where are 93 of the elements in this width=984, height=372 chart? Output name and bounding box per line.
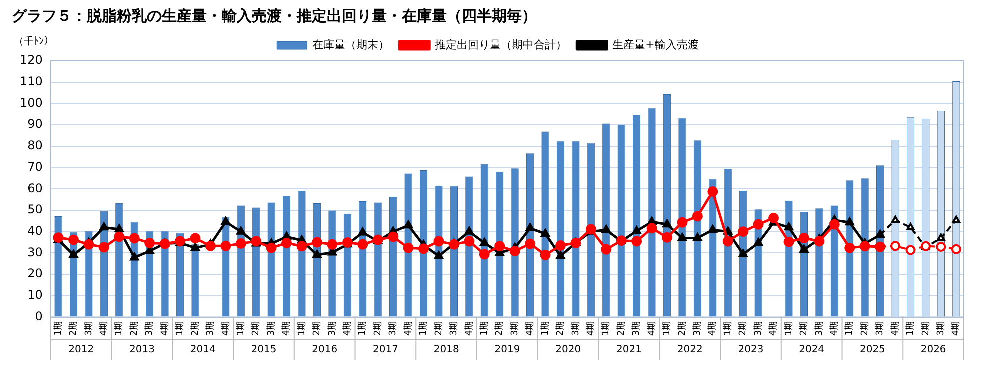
x-tick-label: 1期 <box>52 321 64 336</box>
x-tick-label: 4期 <box>890 321 901 336</box>
x-tick-label: 1期 <box>905 321 916 336</box>
x-tick-label: 3期 <box>144 321 156 336</box>
legend-label: 生産量+輸入売渡 <box>612 38 699 52</box>
text: 2014 <box>190 344 216 356</box>
y-tick-label: 120 <box>20 53 43 68</box>
legend-label: 在庫量（期末） <box>312 38 390 52</box>
x-tick-label: 4期 <box>342 321 354 336</box>
x-tick-label: 1期 <box>478 321 490 336</box>
y-tick-label: 50 <box>28 202 43 217</box>
y-tick-label: 0 <box>35 309 43 324</box>
x-tick-label: 3期 <box>326 321 338 336</box>
x-tick-label: 3期 <box>509 321 520 336</box>
x-tick-label: 3期 <box>814 321 825 336</box>
x-tick-label: 1期 <box>418 321 430 336</box>
y-tick-label: 100 <box>20 96 43 110</box>
text: 2016 <box>312 344 338 356</box>
x-tick-label: 4期 <box>585 321 596 336</box>
x-tick-label: 1期 <box>235 321 246 336</box>
y-tick-label: 90 <box>28 117 43 132</box>
y-tick-label: 30 <box>28 245 43 260</box>
x-tick-label: 4期 <box>707 321 718 336</box>
x-tick-label: 3期 <box>266 321 277 336</box>
x-tick-label: 2期 <box>920 321 932 336</box>
x-tick-label: 1期 <box>844 321 856 336</box>
x-tick-label: 2期 <box>433 321 444 336</box>
x-tick-label: 1期 <box>357 321 368 336</box>
text: 2015 <box>251 344 277 356</box>
x-tick-label: 2期 <box>372 321 384 336</box>
x-tick-label: 1期 <box>722 321 734 336</box>
y-tick-label: 10 <box>28 288 43 302</box>
text: 2021 <box>616 344 642 356</box>
text: 2025 <box>860 344 886 356</box>
x-tick-label: 3期 <box>752 321 764 336</box>
x-tick-label: 4期 <box>220 321 232 336</box>
x-tick-label: 4期 <box>464 321 475 336</box>
text: 2023 <box>738 344 764 356</box>
x-tick-label: 3期 <box>83 321 94 336</box>
x-tick-label: 4期 <box>281 321 292 336</box>
x-tick-label: 4期 <box>646 321 658 336</box>
x-tick-label: 3期 <box>874 321 886 336</box>
y-tick-label: 110 <box>20 74 43 88</box>
x-tick-label: 2期 <box>738 321 749 336</box>
text: 2012 <box>68 344 94 356</box>
text: 2020 <box>556 344 582 356</box>
x-tick-label: 1期 <box>662 321 673 336</box>
text: 2017 <box>372 344 398 356</box>
x-tick-label: 1期 <box>783 321 794 336</box>
x-tick-label: 1期 <box>540 321 551 336</box>
text: 2024 <box>799 344 825 356</box>
x-tick-label: 4期 <box>402 321 414 336</box>
x-tick-label: 3期 <box>448 321 460 336</box>
y-tick-label: 80 <box>28 138 43 153</box>
x-tick-label: 4期 <box>524 321 536 336</box>
x-tick-label: 4期 <box>950 321 962 336</box>
x-tick-label: 2期 <box>494 321 506 336</box>
x-tick-label: 3期 <box>205 321 216 336</box>
x-tick-label: 3期 <box>388 321 399 336</box>
x-tick-label: 1期 <box>600 321 612 336</box>
x-tick-label: 2期 <box>859 321 870 336</box>
x-tick-label: 1期 <box>114 321 125 336</box>
x-tick-label: 4期 <box>768 321 780 336</box>
x-tick-label: 3期 <box>570 321 582 336</box>
text: 2013 <box>129 344 155 356</box>
x-tick-label: 2期 <box>798 321 810 336</box>
legend-label: 推定出回り量（期中合計） <box>435 38 568 52</box>
x-tick-label: 2期 <box>616 321 627 336</box>
text: 2022 <box>677 344 703 356</box>
y-axis-title: （千ﾄﾝ） <box>14 36 54 48</box>
x-tick-label: 4期 <box>828 321 840 336</box>
y-tick-label: 20 <box>28 266 43 281</box>
text: 2019 <box>494 344 520 356</box>
x-tick-label: 1期 <box>296 321 308 336</box>
text: 2018 <box>434 344 460 356</box>
x-tick-label: 2期 <box>68 321 80 336</box>
x-tick-label: 2期 <box>312 321 323 336</box>
x-tick-label: 3期 <box>692 321 704 336</box>
x-tick-label: 2期 <box>250 321 262 336</box>
chart-title: グラフ５：脱脂粉乳の生産量・輸入売渡・推定出回り量・在庫量（四半期毎） <box>12 6 537 25</box>
x-tick-label: 4期 <box>159 321 170 336</box>
x-tick-label: 2期 <box>676 321 688 336</box>
y-tick-label: 40 <box>28 224 43 238</box>
x-tick-label: 2期 <box>555 321 566 336</box>
x-tick-label: 2期 <box>190 321 201 336</box>
x-tick-label: 3期 <box>631 321 642 336</box>
y-tick-label: 60 <box>28 181 43 196</box>
x-tick-label: 4期 <box>98 321 110 336</box>
y-tick-label: 70 <box>28 160 43 174</box>
x-tick-label: 2期 <box>128 321 140 336</box>
x-tick-label: 1期 <box>174 321 186 336</box>
x-tick-label: 3期 <box>936 321 947 336</box>
text: 2026 <box>920 344 946 356</box>
